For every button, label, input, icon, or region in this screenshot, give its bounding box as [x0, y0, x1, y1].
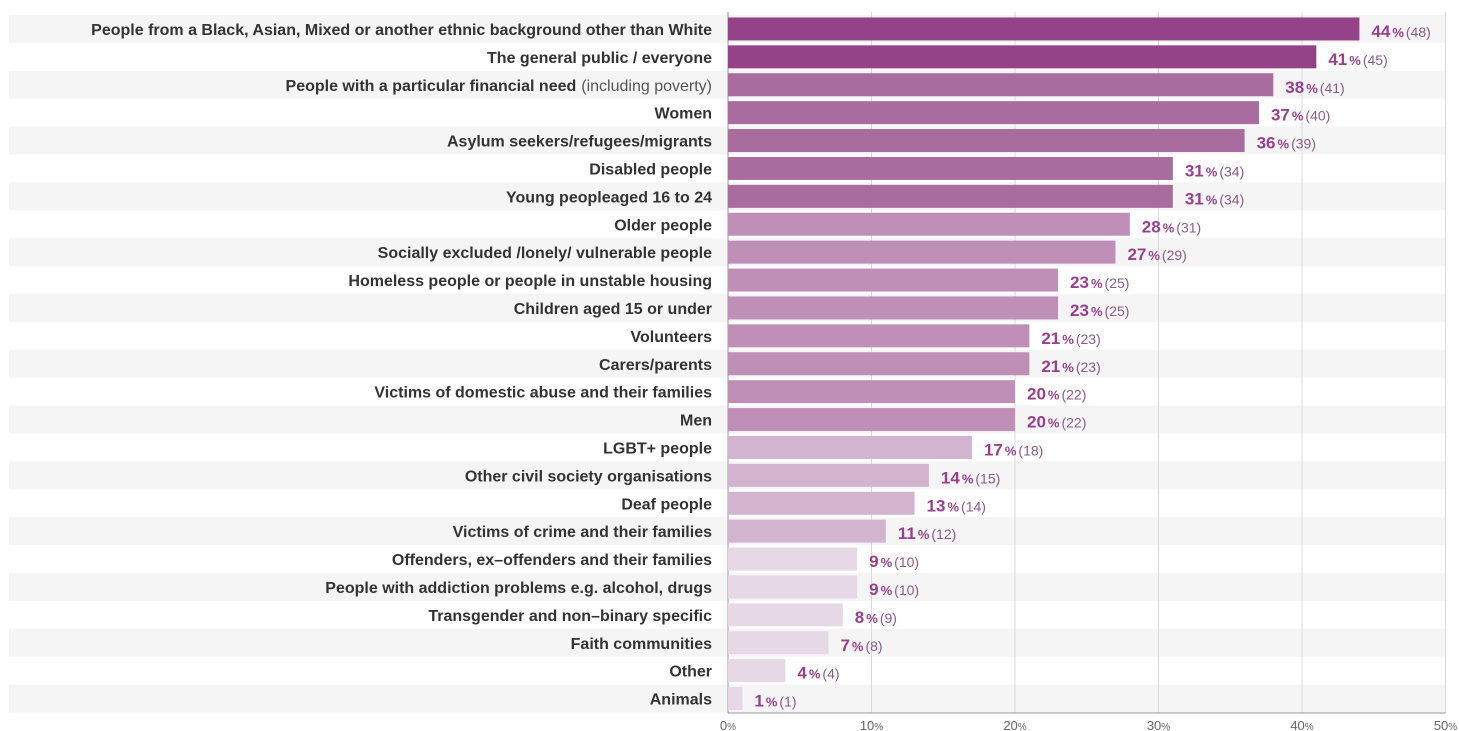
value-label: 9% (10)	[869, 552, 919, 571]
bar	[728, 491, 915, 515]
bar	[728, 268, 1059, 292]
bar	[728, 156, 1173, 180]
bar	[728, 296, 1059, 320]
bar	[728, 240, 1116, 264]
bar	[728, 101, 1259, 125]
bar	[728, 17, 1360, 41]
category-label: Deaf people	[621, 496, 712, 513]
value-label: 20% (22)	[1027, 413, 1086, 432]
bar	[728, 547, 858, 571]
x-axis-ticks: 0% 10% 20% 30% 40% 50%	[720, 718, 1457, 731]
value-label: 4% (4)	[797, 664, 839, 683]
category-label: People with addiction problems e.g. alco…	[325, 580, 712, 597]
bar	[728, 73, 1274, 97]
category-label: Children aged 15 or under	[514, 301, 712, 318]
bar	[728, 380, 1015, 404]
value-label: 31% (34)	[1185, 189, 1244, 208]
value-label: 36% (39)	[1257, 134, 1316, 153]
category-label: Other civil society organisations	[465, 468, 712, 485]
category-label: Victims of domestic abuse and their fami…	[374, 385, 712, 402]
category-label: Homeless people or people in unstable ho…	[348, 273, 712, 290]
value-label: 31% (34)	[1185, 161, 1244, 180]
value-label: 44% (48)	[1371, 22, 1430, 41]
category-label: Socially excluded /lonely/ vulnerable pe…	[378, 245, 712, 262]
value-label: 1% (1)	[754, 692, 796, 711]
x-tick-label: 20%	[1003, 718, 1026, 731]
category-label: Volunteers	[631, 329, 713, 346]
category-label: Men	[680, 413, 712, 430]
category-label: The general public / everyone	[487, 50, 712, 67]
bars	[728, 17, 1360, 711]
bar	[728, 45, 1317, 69]
value-label: 37% (40)	[1271, 106, 1330, 125]
x-tick-label: 10%	[860, 718, 883, 731]
value-label: 23% (25)	[1070, 301, 1129, 320]
category-label: Young peopleaged 16 to 24	[506, 189, 712, 206]
category-label: Carers/parents	[599, 357, 712, 374]
x-tick-label: 50%	[1434, 718, 1457, 731]
bar	[728, 129, 1245, 153]
bar	[728, 631, 829, 655]
x-tick-label: 40%	[1290, 718, 1313, 731]
bar	[728, 435, 972, 459]
bar	[728, 184, 1173, 208]
category-label: Other	[669, 664, 712, 681]
bar	[728, 519, 886, 543]
value-label: 28% (31)	[1142, 217, 1201, 236]
value-label: 38% (41)	[1285, 78, 1344, 97]
category-label: Offenders, ex–offenders and their famili…	[392, 552, 712, 569]
category-label: Women	[655, 106, 712, 123]
value-label: 14% (15)	[941, 468, 1000, 487]
bar	[728, 575, 858, 599]
bar	[728, 352, 1030, 376]
value-label: 20% (22)	[1027, 385, 1086, 404]
value-label: 23% (25)	[1070, 273, 1129, 292]
category-label: LGBT+ people	[603, 440, 712, 457]
value-label: 9% (10)	[869, 580, 919, 599]
bar	[728, 687, 743, 711]
category-label: Older people	[614, 217, 712, 234]
category-label: Asylum seekers/refugees/migrants	[447, 134, 712, 151]
value-label: 8% (9)	[855, 608, 897, 627]
value-labels: 44% (48) 41% (45) 38% (41) 37% (40) 36% (39) 31% (3…	[754, 22, 1430, 711]
bar	[728, 324, 1030, 348]
category-label: Victims of crime and their families	[453, 524, 712, 541]
category-labels: People from a Black, Asian, Mixed or ano…	[91, 22, 712, 709]
category-label: Faith communities	[571, 636, 712, 653]
category-label: Disabled people	[589, 161, 712, 178]
value-label: 41% (45)	[1328, 50, 1387, 69]
value-label: 11% (12)	[898, 524, 956, 543]
category-label: People from a Black, Asian, Mixed or ano…	[91, 22, 712, 39]
value-label: 21% (23)	[1041, 329, 1100, 348]
bar	[728, 212, 1130, 236]
value-label: 7% (8)	[840, 636, 882, 655]
category-label: People with a particular financial need(…	[286, 78, 712, 95]
x-tick-label: 30%	[1147, 718, 1170, 731]
bar	[728, 408, 1015, 432]
value-label: 13% (14)	[927, 496, 986, 515]
category-label: Animals	[650, 692, 712, 709]
bar	[728, 463, 929, 487]
value-label: 21% (23)	[1041, 357, 1100, 376]
x-tick-label: 0%	[720, 718, 736, 731]
bar	[728, 603, 843, 627]
category-label: Transgender and non–binary specific	[428, 608, 712, 625]
value-label: 27% (29)	[1127, 245, 1186, 264]
bar	[728, 659, 786, 683]
value-label: 17% (18)	[984, 440, 1043, 459]
